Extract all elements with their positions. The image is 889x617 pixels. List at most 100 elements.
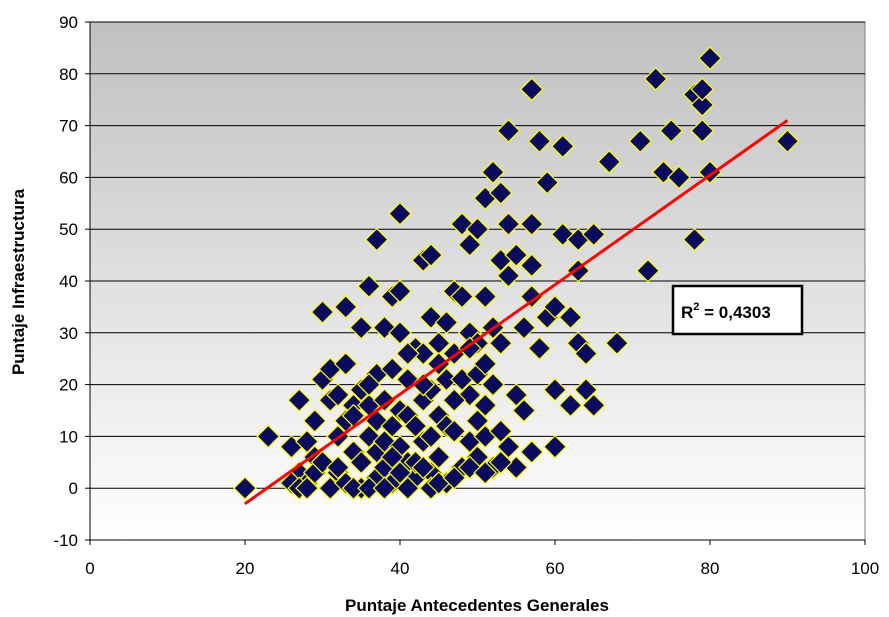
data-point <box>388 320 412 345</box>
data-point <box>349 315 374 340</box>
data-point <box>465 409 490 433</box>
data-point <box>419 243 443 267</box>
y-tick-label: -10 <box>53 531 78 550</box>
data-point <box>519 440 544 464</box>
data-point <box>519 212 544 236</box>
data-point <box>295 429 319 454</box>
x-tick-labels: 0 20 40 60 80 100 <box>85 559 879 578</box>
gridlines <box>90 21 865 541</box>
data-point <box>380 357 405 381</box>
data-point <box>481 160 505 185</box>
data-point <box>442 465 467 490</box>
data-point <box>411 372 436 397</box>
data-point <box>326 383 350 407</box>
data-point <box>372 476 397 501</box>
data-point <box>403 414 428 438</box>
data-point <box>488 450 513 475</box>
data-point <box>473 284 498 309</box>
data-point <box>512 398 536 423</box>
data-point <box>543 434 567 459</box>
y-tick-label: 80 <box>59 65 78 84</box>
data-point <box>388 201 412 226</box>
data-point <box>519 253 544 278</box>
data-point <box>504 243 529 267</box>
data-point <box>496 434 521 459</box>
data-points <box>233 46 800 501</box>
data-point <box>558 305 583 330</box>
data-point <box>636 258 660 283</box>
data-point <box>326 455 350 480</box>
data-point <box>488 181 513 205</box>
data-point <box>581 393 606 418</box>
data-point <box>388 279 412 304</box>
y-tick-label: 10 <box>59 427 78 446</box>
y-tick-label: 50 <box>59 220 78 239</box>
trendline <box>244 119 789 505</box>
data-point <box>380 445 405 469</box>
data-point <box>380 414 405 438</box>
data-point <box>574 341 598 366</box>
y-tick-label: 70 <box>59 117 78 136</box>
data-point <box>527 129 552 153</box>
data-point <box>233 476 257 501</box>
x-tick-label: 80 <box>701 559 720 578</box>
y-tick-label: 30 <box>59 324 78 343</box>
data-point <box>465 217 490 242</box>
y-tick-label: 90 <box>59 13 78 32</box>
data-point <box>775 129 800 153</box>
data-point <box>690 77 715 102</box>
data-point <box>364 227 389 252</box>
data-point <box>550 134 575 159</box>
data-point <box>667 165 691 190</box>
data-point <box>581 222 606 247</box>
data-point <box>488 419 513 444</box>
x-tick-label: 60 <box>546 559 565 578</box>
data-point <box>543 295 567 319</box>
x-axis-title: Puntaje Antecedentes Generales <box>345 596 609 615</box>
r2-label: R2 = 0,4303 <box>681 301 771 322</box>
data-point <box>496 118 521 143</box>
data-point <box>558 393 583 418</box>
data-point <box>473 393 498 418</box>
x-tick-label: 20 <box>236 559 255 578</box>
y-axis-title: Puntaje Infraestructura <box>9 188 28 375</box>
data-point <box>473 460 498 485</box>
data-point <box>442 388 467 412</box>
data-point <box>287 388 312 412</box>
data-point <box>256 424 281 449</box>
r2-label-box: R2 = 0,4303 <box>671 284 804 336</box>
data-point <box>488 331 513 356</box>
data-point <box>496 263 521 288</box>
data-point <box>411 455 436 480</box>
data-point <box>574 377 598 402</box>
data-point <box>512 315 536 340</box>
data-point <box>690 118 715 143</box>
x-tick-label: 40 <box>391 559 410 578</box>
y-tick-label: 60 <box>59 168 78 187</box>
data-point <box>333 352 358 376</box>
data-point <box>295 476 319 501</box>
data-point <box>426 445 451 469</box>
data-point <box>605 331 629 356</box>
data-point <box>543 377 567 402</box>
y-tick-label: 0 <box>69 479 78 498</box>
data-point <box>419 424 443 449</box>
data-point <box>682 227 707 252</box>
data-point <box>504 383 529 407</box>
data-point <box>357 372 381 397</box>
data-point <box>349 450 374 475</box>
data-point <box>395 341 420 366</box>
data-point <box>395 476 420 501</box>
x-tick-label: 0 <box>85 559 94 578</box>
data-point <box>643 67 668 91</box>
data-point <box>597 150 622 174</box>
data-point <box>310 300 335 324</box>
data-point <box>372 388 397 412</box>
y-tick-label: 20 <box>59 376 78 395</box>
data-point <box>302 409 327 433</box>
y-tick-labels: -10 0 10 20 30 40 50 60 70 80 90 <box>53 13 78 550</box>
data-point <box>442 419 467 444</box>
data-point <box>690 93 715 117</box>
y-tick-label: 40 <box>59 272 78 291</box>
